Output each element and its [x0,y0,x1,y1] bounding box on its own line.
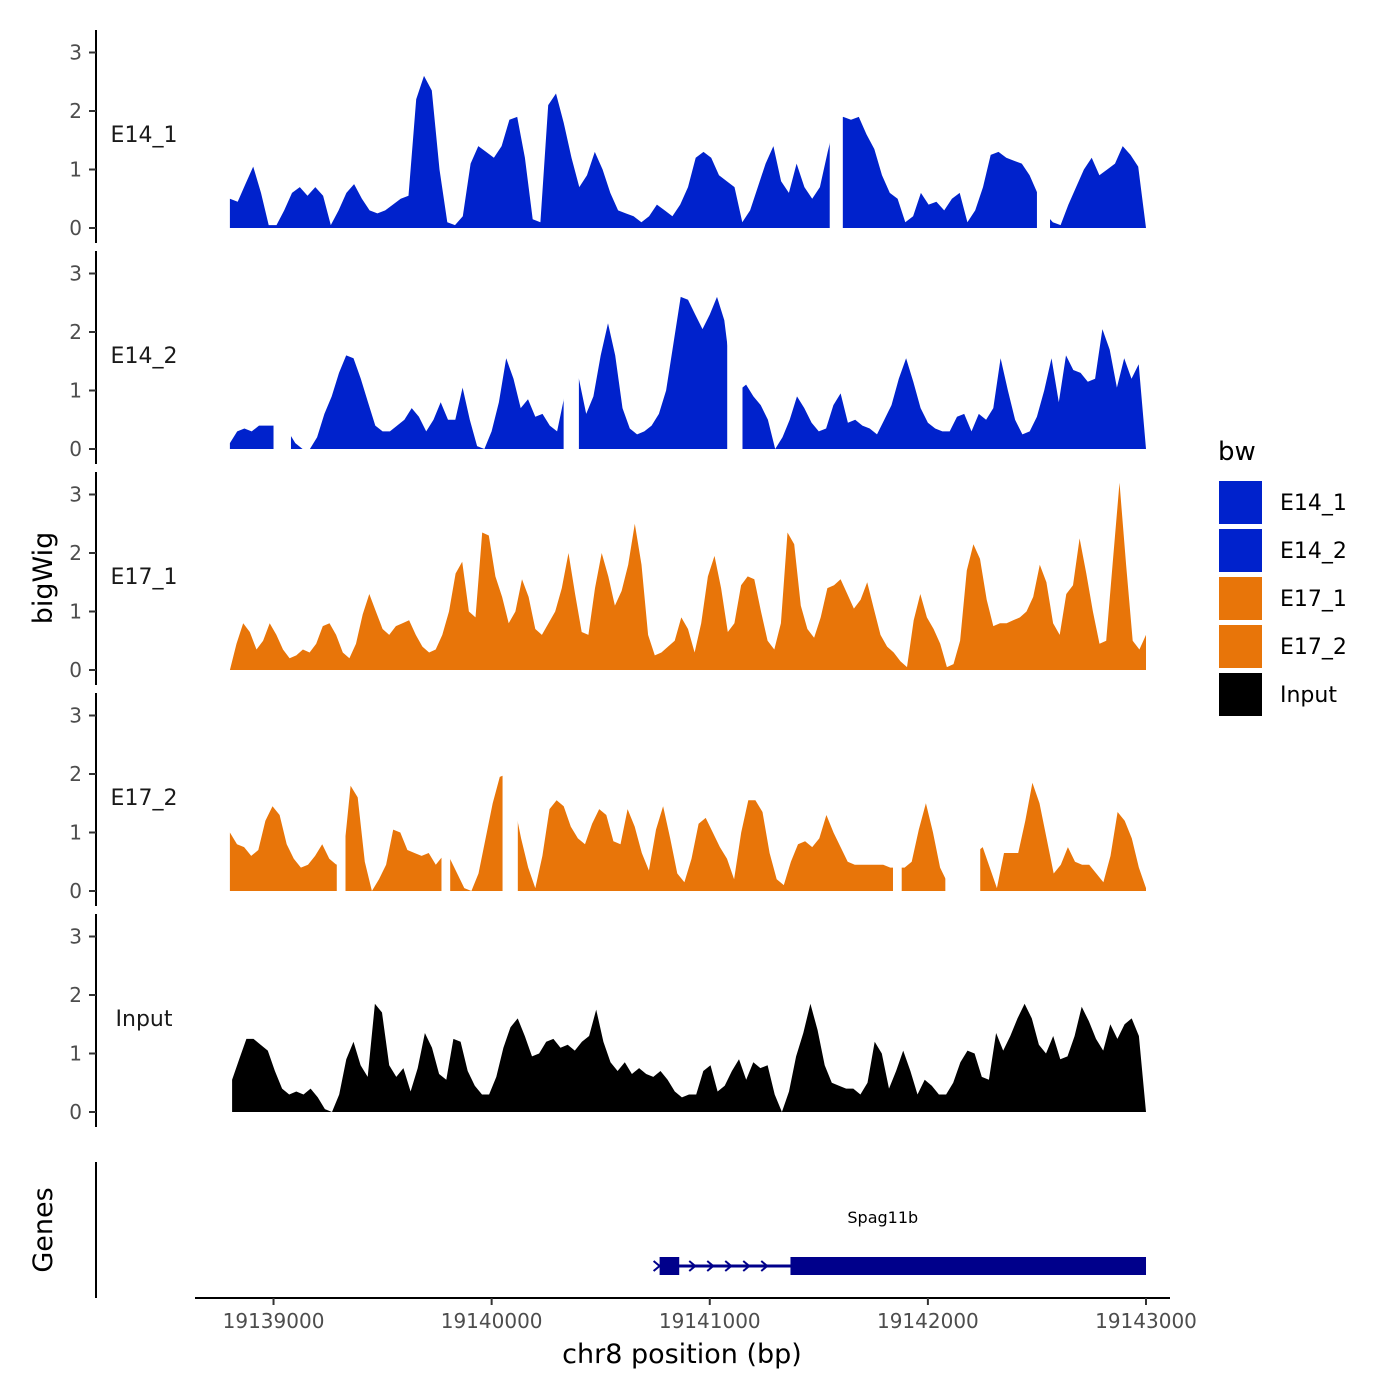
y-tick-label: 2 [69,983,82,1007]
coverage-area-E17_1 [229,482,1146,670]
track-E17_2: 0 1 2 3 E17_2 [69,693,1146,906]
x-tick-label: 19139000 [223,1309,325,1333]
x-tick-label: 19142000 [877,1309,979,1333]
x-axis: chr8 position (bp) 19139000 19140000 19141… [195,1297,1197,1370]
coverage-gap [563,251,579,451]
y-tick-label: 2 [69,99,82,123]
track-label-E17_1: E17_1 [111,565,178,590]
legend-key-E17_1 [1217,575,1264,622]
y-tick-label: 0 [69,1100,82,1124]
y-tick-label: 0 [69,437,82,461]
y-tick-label: 2 [69,320,82,344]
gene-exon [790,1257,1147,1275]
track-E14_2: 0 1 2 3 E14_2 [69,251,1146,464]
y-tick-label: 2 [69,762,82,786]
y-tick-label: 1 [69,158,82,182]
track-E14_1: 0 1 2 3 E14_1 [69,30,1146,243]
gene-label: Spag11b [847,1208,918,1227]
strand-arrow-icon [688,1260,697,1272]
track-label-E17_2: E17_2 [111,786,178,811]
x-tick-label: 19140000 [441,1309,543,1333]
y-tick-label: 3 [69,41,82,65]
track-Input: 0 1 2 3 Input [69,914,1147,1127]
legend-key-E17_2 [1217,623,1264,670]
gene-track: Genes Spag11b [28,1162,1147,1298]
x-tick-label: 19141000 [659,1309,761,1333]
legend-key-E14_1 [1217,479,1264,526]
tracks-layer: 0 1 2 3 E14_1 0 1 2 3 E14_2 0 1 2 3 E17_1 0 1 2 3 E17_2 0 1 2 3… [69,30,1147,1127]
track-E17_1: 0 1 2 3 E17_1 [69,472,1146,685]
coverage-area-E14_1 [229,75,1146,229]
strand-arrow-icon [706,1260,715,1272]
coverage-gap [1036,30,1051,230]
coverage-gap [441,693,451,893]
gene-Spag11b: Spag11b [652,1208,1147,1275]
y-axis-title: bigWig [28,532,59,625]
strand-arrow-icon [724,1260,733,1272]
coverage-area-Input [232,1003,1147,1112]
legend-label-E17_1: E17_1 [1280,587,1347,612]
legend-label-E14_2: E14_2 [1280,539,1347,564]
y-tick-label: 1 [69,600,82,624]
legend-key-E14_2 [1217,527,1264,574]
strand-arrow-icon [652,1260,662,1272]
y-tick-label: 0 [69,658,82,682]
track-label-E14_1: E14_1 [111,123,178,148]
y-tick-label: 0 [69,216,82,240]
x-axis-title: chr8 position (bp) [562,1339,802,1370]
legend: bw E14_1 E14_2 E17_1 E17_2 Input [1217,437,1347,718]
coverage-gap [727,251,743,451]
legend-label-E17_2: E17_2 [1280,635,1347,660]
y-tick-label: 1 [69,1042,82,1066]
coverage-gap [336,693,346,893]
coverage-area-E17_2 [229,774,1146,891]
coverage-gap [892,693,902,893]
legend-key-Input [1217,671,1264,718]
coverage-gap [502,693,518,893]
y-tick-label: 3 [69,704,82,728]
coverage-gap [945,693,981,893]
y-tick-label: 2 [69,541,82,565]
gene-exon [659,1257,680,1275]
coverage-gap [829,30,843,230]
y-tick-label: 3 [69,483,82,507]
y-tick-label: 3 [69,925,82,949]
y-tick-label: 1 [69,821,82,845]
legend-title: bw [1218,437,1256,467]
legend-label-E14_1: E14_1 [1280,491,1347,516]
coverage-area-E14_2 [229,296,1146,449]
track-label-E14_2: E14_2 [111,344,178,369]
strand-arrow-icon [760,1260,769,1272]
x-tick-label: 19143000 [1095,1309,1197,1333]
y-tick-label: 3 [69,262,82,286]
track-label-Input: Input [116,1007,173,1032]
y-tick-label: 0 [69,879,82,903]
legend-label-Input: Input [1280,683,1337,708]
coverage-gap [273,251,291,451]
genes-track-label: Genes [28,1187,59,1272]
strand-arrow-icon [742,1260,751,1272]
y-tick-label: 1 [69,379,82,403]
